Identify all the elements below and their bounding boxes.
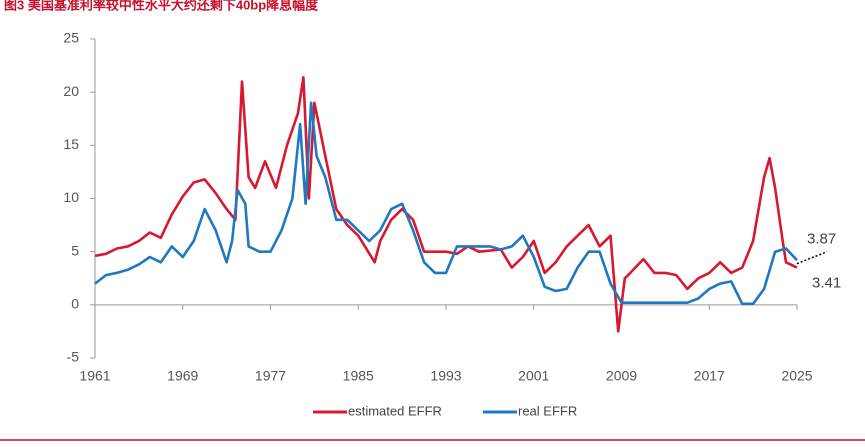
x-tick-label: 1977 — [255, 368, 286, 384]
annotation: 3.41 — [812, 275, 841, 292]
y-tick-label: 0 — [71, 296, 79, 312]
x-tick-label: 1985 — [343, 368, 374, 384]
x-tick-label: 1993 — [430, 368, 461, 384]
y-tick-label: 20 — [63, 83, 79, 99]
y-tick-label: 10 — [63, 189, 79, 205]
legend-label: estimated EFFR — [348, 403, 442, 418]
x-tick-label: 1969 — [167, 368, 198, 384]
x-tick-label: 2009 — [606, 368, 637, 384]
x-tick-label: 2001 — [518, 368, 549, 384]
line-series — [94, 76, 798, 333]
x-tick-label: 1961 — [79, 368, 110, 384]
annotation-leader — [796, 250, 828, 265]
legend-label: real EFFR — [518, 403, 577, 418]
y-tick-label: 5 — [71, 242, 79, 258]
y-tick-label: -5 — [67, 349, 80, 365]
x-tick-label: 2017 — [694, 368, 725, 384]
x-tick-label: 2025 — [781, 368, 812, 384]
y-tick-label: 25 — [63, 30, 79, 46]
chart-title: 图3 美国基准利率较中性水平大约还剩下40bp降息幅度 — [4, 0, 319, 12]
line-series — [94, 101, 798, 306]
y-tick-label: 15 — [63, 136, 79, 152]
annotation: 3.87 — [807, 231, 836, 248]
